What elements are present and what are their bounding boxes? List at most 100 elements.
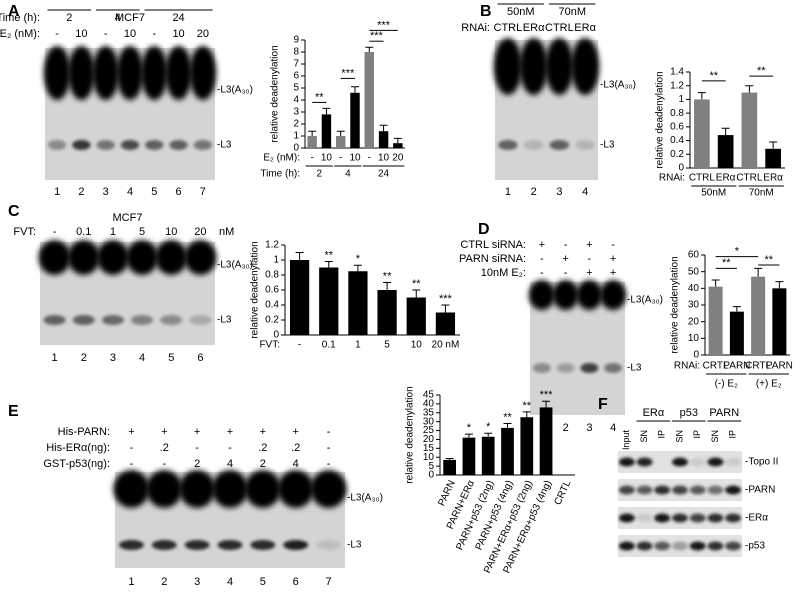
error-bar [324,261,333,268]
blot-label: -Topo II [745,457,778,468]
gel-smear [545,38,574,95]
error-bar [393,137,402,144]
error-bar [336,130,345,136]
gel-band [120,140,140,150]
band-label: -L3 [600,140,615,151]
blot-band [618,513,635,523]
bar [717,135,734,168]
group-label: (-) E₂ [715,379,738,390]
row-label: RNAi: [461,22,490,34]
lane-number: 7 [200,186,206,198]
group-label: PARN [709,407,739,419]
bar [350,92,360,148]
gel-band [160,315,183,325]
y-tick-label: 4 [293,95,299,106]
gel-smear [116,46,144,100]
blot-band [654,513,671,523]
gel-smear [184,240,217,275]
row-value: ERα [523,22,545,34]
blot-band [672,457,688,467]
x-tick-label: 20 nM [432,340,460,351]
y-tick-label: 0 [428,470,434,481]
row-value: + [194,426,200,438]
y-tick-label: 3 [293,107,299,118]
significance-label: ** [722,257,731,269]
blot-band [618,457,635,467]
gel-smear [113,470,150,508]
y-tick-label: 30 [423,416,435,427]
row-value: - [228,442,232,454]
error-bar [365,46,374,52]
error-bar [379,124,388,132]
row-unit: nM [219,226,234,238]
category-label: E₂ (nM): [263,153,300,164]
band-label: -L3 [347,540,362,551]
band-label: -L3 [217,140,232,151]
lane-label: IP [692,430,702,439]
bar [772,288,787,355]
lane-number: 4 [610,422,616,434]
gel-smear [277,470,314,508]
blot-band [707,513,724,523]
y-tick-label: 0.8 [670,108,684,119]
bar [378,131,389,148]
x-tick-label: PARN [723,361,750,372]
gel-smear [140,46,168,100]
y-tick-label: 2 [293,119,299,130]
blot-band [636,541,653,551]
error-bar [775,281,784,289]
row-value: .2 [160,442,169,454]
row-value: - [162,458,166,470]
row-value: + [161,426,167,438]
y-tick-label: 0.2 [265,315,279,326]
row-value: CTRL [494,22,523,34]
band-label: -L3(A₃₀) [217,260,253,271]
significance-label: ** [383,270,392,282]
blot-band [725,513,742,523]
row-value: 0.1 [76,226,91,238]
gel-band [580,363,599,373]
blot-band [689,457,706,467]
bar [289,260,310,335]
band-label: -L3(A₃₀) [347,493,383,504]
row-value: + [586,267,592,279]
y-tick-label: 0 [693,350,699,361]
gel-band [556,363,575,373]
row-value: - [564,239,568,251]
y-tick-label: 1 [273,255,279,266]
bar [741,92,758,168]
panel-letter: E [8,403,19,420]
category-label: RNAi: [674,361,700,372]
bar [443,459,457,475]
row-value: CTRL [545,22,574,34]
gel-band [217,540,243,550]
error-bar [441,304,450,313]
error-bar [697,92,706,100]
error-bar [721,127,730,136]
gel-smear [67,240,100,275]
group-label: 70nM [749,188,774,199]
lane-number: 3 [103,186,109,198]
lane-label: SN [710,430,720,443]
gel-band [575,140,595,150]
row-value: 1 [110,226,116,238]
y-tick-label: 60 [688,250,700,261]
error-bar [754,267,763,277]
error-bar [542,400,551,408]
lane-number: 3 [194,576,200,588]
blot-band [725,485,742,495]
row-label: PARN siRNA: [459,253,526,265]
bar [435,312,456,335]
error-bar [522,411,531,418]
blot-band [707,541,724,551]
row-value: - [195,442,199,454]
error-bar [308,130,317,136]
gel-smear [493,38,523,95]
significance-label: *** [439,293,453,305]
error-bar [745,85,754,93]
row-value: + [128,426,134,438]
bar [751,276,766,355]
y-tick-label: 35 [423,407,435,418]
row-value: - [104,28,108,40]
y-tick-label: 10 [688,333,700,344]
